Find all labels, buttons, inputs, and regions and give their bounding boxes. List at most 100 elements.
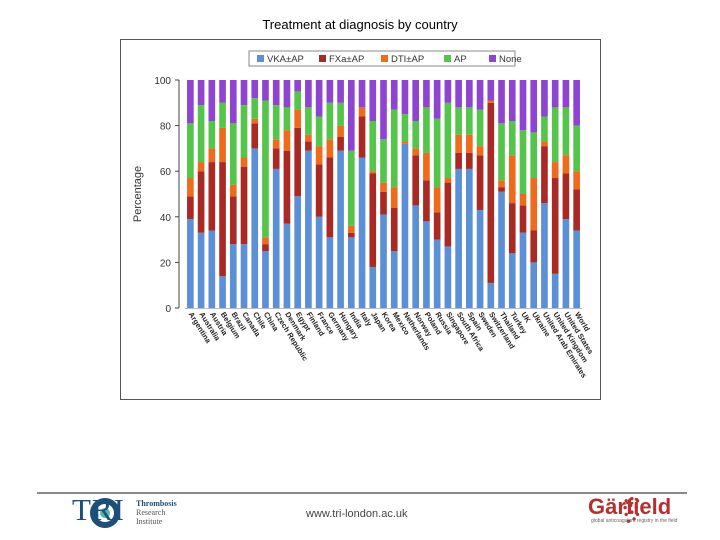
bar-segment [305,80,312,108]
bar-segment [358,116,366,158]
bar-segment [551,273,559,308]
bar-segment [262,80,269,101]
bar-segment [444,102,452,179]
bar-segment [272,148,280,169]
bar-segment [337,137,344,151]
bar-segment [240,166,248,245]
bar-segment [294,196,301,308]
bar-segment [455,152,462,169]
bar-segment [423,107,430,153]
legend-label: FXa±AP [329,54,364,65]
bar-segment [315,116,323,147]
bar-segment [476,155,484,210]
bar-segment [326,139,334,158]
bar-segment [337,125,344,137]
bar-segment [326,157,334,238]
tri-logo-icon [90,498,120,528]
bar-segment [498,191,505,308]
bar-segment [508,80,516,122]
bar-segment [498,80,505,124]
bar-segment [455,80,462,108]
bar-segment [187,219,194,308]
bar-segment [530,80,538,133]
bar-segment [229,184,237,197]
bar-segment [369,80,377,122]
bar-segment [466,152,473,169]
bar-segment [562,155,570,174]
y-tick-label: 60 [160,167,172,178]
bar-segment [305,150,312,308]
y-tick-label: 40 [160,213,172,224]
bar-segment [498,180,505,188]
bar-segment [347,232,355,238]
bar-segment [197,171,205,233]
bar-segment [423,152,430,181]
bar-segment [487,102,495,283]
bar-segment [197,162,205,172]
bar-segment [541,146,548,204]
bar-segment [530,132,538,179]
bar-segment [573,125,580,172]
bar-segment [455,168,462,308]
bar-segment [358,80,366,108]
bar-segment [433,118,441,188]
bar-segment [519,80,527,131]
bar-segment [283,130,291,151]
bar-segment [272,168,280,308]
bar-segment [197,80,205,106]
bar-segment [541,80,548,117]
bar-segment [444,80,452,103]
bar-segment [530,178,538,231]
bar-segment [455,107,462,135]
bar-segment [390,207,398,251]
bar-segment [519,130,527,194]
bar-segment [466,107,473,135]
bar-segment [219,80,226,103]
bar-segment [262,237,269,245]
y-tick-label: 80 [160,122,172,133]
bar-segment [229,244,237,308]
bar-segment [390,251,398,308]
bar-segment [369,171,377,174]
garfield-logo-icon [623,496,640,523]
tri-sub-line: Institute [136,517,163,526]
bar-segment [466,168,473,308]
legend-swatch [257,55,264,62]
bar-segment [412,121,420,149]
bar-segment [562,80,570,108]
bar-segment [562,107,570,156]
bar-segment [412,148,420,156]
bar-segment [262,100,269,238]
bar-segment [251,148,259,308]
bar-segment [423,80,430,108]
bar-segment [401,143,409,308]
bar-segment [455,134,462,153]
bar-segment [380,214,387,308]
bar-segment [519,205,527,233]
bar-segment [251,118,259,124]
bar-segment [401,141,409,144]
legend-swatch [381,55,388,62]
bar-segment [347,237,355,308]
bar-segment [283,150,291,224]
bar-segment [444,178,452,183]
legend-swatch [319,55,326,62]
bar-segment [272,80,280,106]
bar-segment [476,109,484,147]
bar-segment [466,80,473,108]
website-url[interactable]: www.tri-london.ac.uk [306,508,408,520]
bar-segment [187,196,194,220]
bar-segment [551,178,559,274]
bar-segment [498,187,505,192]
bar-segment [551,107,559,163]
bar-segment [508,253,516,308]
bar-segment [433,239,441,308]
bar-segment [476,209,484,308]
bar-segment [208,148,216,163]
bar-segment [337,150,344,308]
bar-segment [519,232,527,308]
bar-segment [412,155,420,206]
bar-segment [305,134,312,142]
legend-label: DTI±AP [391,54,424,65]
bar-segment [541,116,548,142]
